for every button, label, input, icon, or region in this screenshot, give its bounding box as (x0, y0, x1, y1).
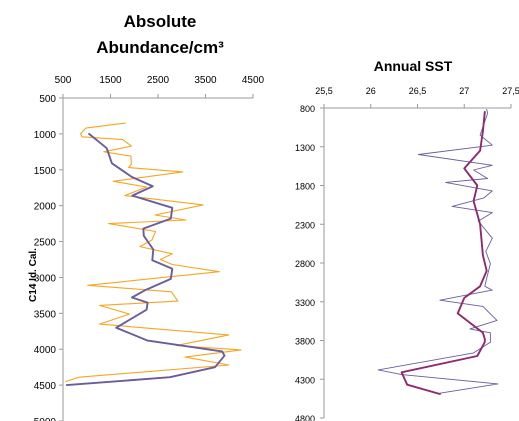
right-y-tick-label: 1800 (295, 182, 315, 192)
left-y-tick-label: 3500 (34, 309, 57, 320)
left-y-tick-label: 4500 (34, 381, 57, 392)
left-y-tick-label: 2500 (34, 238, 57, 249)
left-x-tick-label: 3500 (194, 75, 217, 86)
left-y-tick-label: 1000 (34, 130, 57, 141)
left-y-tick-label: 2000 (34, 202, 57, 213)
right-y-tick-label: 4800 (295, 414, 315, 421)
left-x-tick-label: 2500 (147, 75, 170, 86)
left-y-tick-label: 4000 (34, 345, 57, 356)
left-x-tick-label: 1500 (99, 75, 122, 86)
right-y-tick-label: 3800 (295, 337, 315, 347)
right-x-tick-label: 27,5 (502, 86, 519, 96)
left-y-tick-label: 3000 (34, 273, 57, 284)
right-y-tick-label: 2300 (295, 220, 315, 230)
right-y-tick-label: 1300 (295, 143, 315, 153)
left-series-smooth-line (65, 132, 226, 387)
right-y-tick-label: 3300 (295, 298, 315, 308)
left-y-tick-label: 5000 (34, 417, 57, 421)
left-y-tick-label: 500 (39, 94, 56, 105)
left-chart-title-line2: Abundance/cm³ (96, 38, 224, 57)
left-y-tick-label: 1500 (34, 166, 57, 177)
right-series-raw-line (377, 109, 499, 394)
right-chart-title: Annual SST (374, 58, 453, 74)
right-x-tick-label: 26,5 (409, 86, 427, 96)
right-y-tick-label: 2800 (295, 259, 315, 269)
right-series-smooth-line (400, 110, 488, 395)
right-x-tick-label: 27 (459, 86, 469, 96)
left-chart-y-axis-label: C14 Id. Cal. (28, 248, 39, 302)
left-chart-title-line1: Absolute (124, 12, 197, 31)
left-x-tick-label: 500 (55, 75, 72, 86)
left-x-tick-label: 4500 (242, 75, 265, 86)
right-y-tick-label: 4300 (295, 375, 315, 385)
right-x-tick-label: 26 (366, 86, 376, 96)
right-y-tick-label: 800 (300, 104, 315, 114)
right-x-tick-label: 25,5 (315, 86, 333, 96)
